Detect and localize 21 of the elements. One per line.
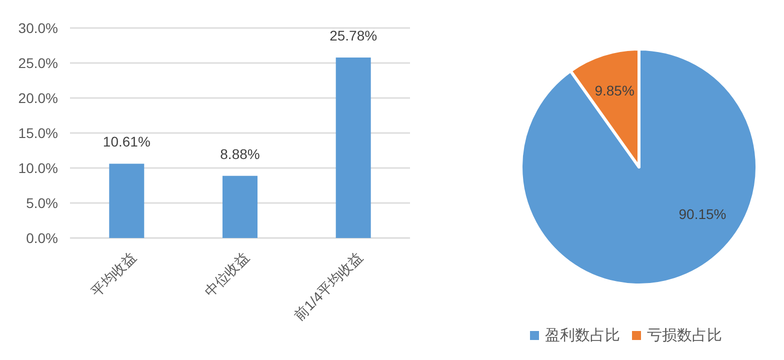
legend-label: 亏损数占比	[647, 327, 722, 344]
data-label: 8.88%	[220, 146, 260, 162]
data-label: 25.78%	[330, 28, 378, 44]
bar	[109, 164, 144, 238]
legend-label: 盈利数占比	[545, 327, 620, 344]
y-tick-label: 30.0%	[18, 20, 58, 36]
data-label: 9.85%	[594, 82, 634, 99]
y-tick-label: 25.0%	[18, 55, 58, 71]
data-label: 10.61%	[102, 134, 150, 150]
x-tick-label: 中位收益	[201, 248, 252, 300]
x-tick-label: 前1/4平均收益	[290, 248, 366, 324]
y-tick-label: 10.0%	[18, 160, 58, 176]
pie-slice	[520, 48, 758, 286]
bar	[336, 58, 371, 238]
y-tick-label: 15.0%	[18, 125, 58, 141]
x-tick-label: 平均收益	[88, 248, 139, 300]
y-tick-label: 5.0%	[26, 195, 58, 211]
y-tick-label: 0.0%	[26, 230, 58, 246]
data-label: 90.15%	[678, 206, 726, 222]
bar	[222, 176, 258, 238]
y-tick-label: 20.0%	[18, 90, 58, 106]
